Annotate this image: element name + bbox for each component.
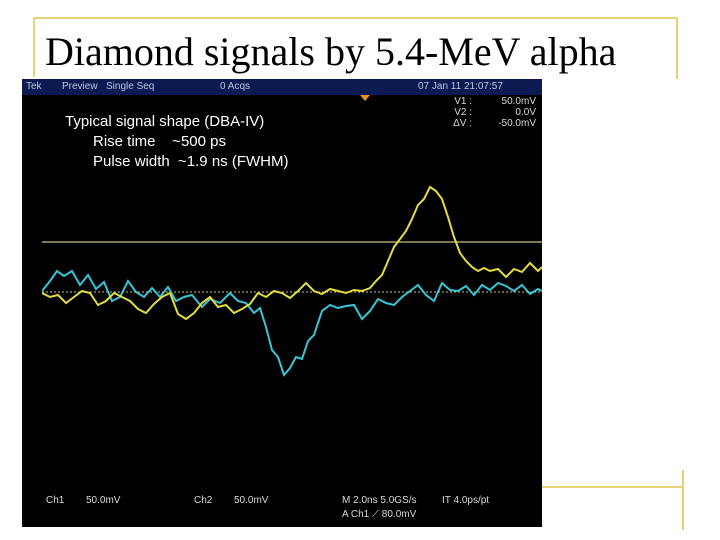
slide-title: Diamond signals by 5.4-MeV alpha	[45, 29, 617, 74]
channel-2-waveform	[42, 269, 542, 377]
acquisition-count-label: 0 Acqs	[220, 81, 251, 92]
v1-label: V1 :	[454, 96, 472, 107]
delta-v-label: ΔV :	[453, 118, 472, 129]
channel-2-scale: 50.0mV	[234, 495, 269, 506]
v2-label: V2 :	[454, 107, 472, 118]
mode-label: Preview	[62, 81, 98, 92]
acquisition-mode-label: Single Seq	[106, 81, 155, 92]
channel-1-label: Ch1	[46, 495, 65, 506]
interpolation-readout: IT 4.0ps/pt	[442, 495, 490, 506]
cursor-values: 50.0mV 0.0V -50.0mV	[478, 96, 536, 129]
channel-1-waveform	[42, 185, 542, 321]
slide-decoration-bottom-line	[542, 486, 684, 488]
datetime-label: 07 Jan 11 21:07:57	[418, 81, 503, 92]
slide-decoration-left-line	[33, 17, 35, 77]
v2-value: 0.0V	[515, 107, 536, 118]
waveform-display	[42, 95, 542, 377]
v1-value: 50.0mV	[501, 96, 536, 107]
signal-annotation: Typical signal shape (DBA-IV) Rise time …	[65, 112, 288, 172]
annotation-line-1: Typical signal shape (DBA-IV)	[65, 113, 265, 130]
trigger-position-marker	[360, 95, 370, 101]
trigger-readout: A Ch1 ⟋ 80.0mV	[342, 509, 417, 520]
annotation-line-3: Pulse width ~1.9 ns (FWHM)	[93, 153, 289, 170]
slide-decoration-top-line	[33, 17, 678, 19]
scope-status-bar: Tek Preview Single Seq 0 Acqs 07 Jan 11 …	[22, 79, 542, 95]
slide-decoration-bottom-right-line	[682, 470, 684, 530]
cursor-labels: V1 : V2 : ΔV :	[448, 96, 472, 129]
channel-1-scale: 50.0mV	[86, 495, 121, 506]
oscilloscope-screenshot: Tek Preview Single Seq 0 Acqs 07 Jan 11 …	[22, 79, 542, 527]
annotation-line-2: Rise time ~500 ps	[93, 133, 226, 150]
delta-v-value: -50.0mV	[498, 118, 536, 129]
brand-label: Tek	[26, 81, 42, 92]
channel-2-label: Ch2	[194, 495, 213, 506]
timebase-readout: M 2.0ns 5.0GS/s	[342, 495, 417, 506]
slide-decoration-right-line	[676, 17, 678, 79]
